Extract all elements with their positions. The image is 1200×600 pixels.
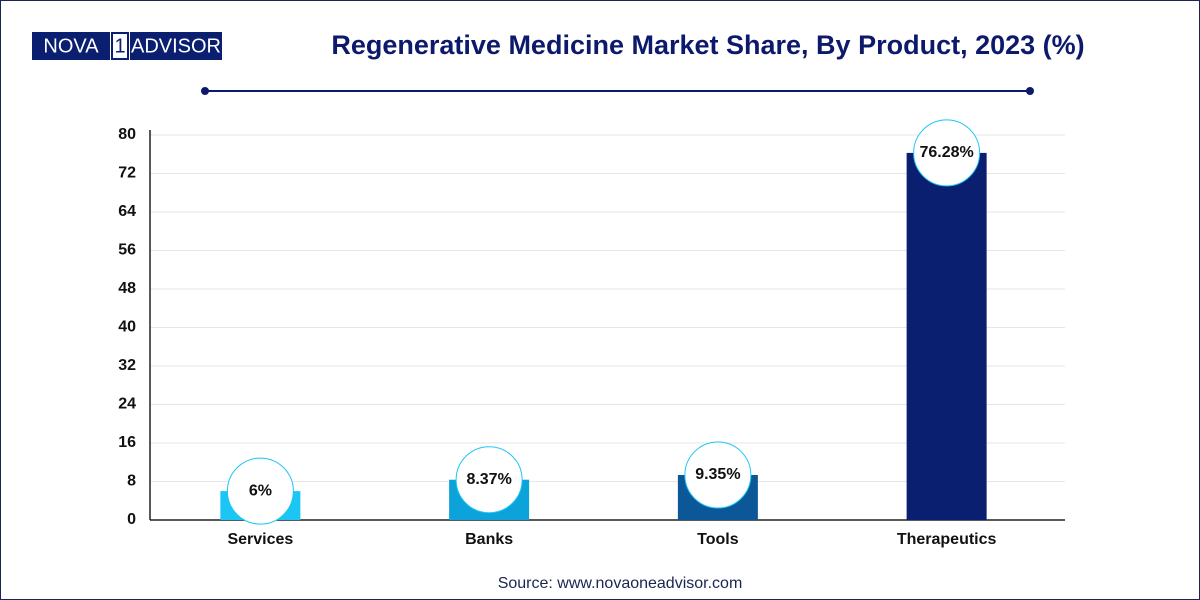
label-bubble <box>226 457 294 525</box>
chart-title: Regenerative Medicine Market Share, By P… <box>331 30 1084 60</box>
logo-mark: 1 <box>114 35 125 57</box>
y-tick-label: 0 <box>127 511 136 528</box>
logo-left: NOVA <box>43 35 99 57</box>
y-tick-label: 24 <box>118 396 136 413</box>
y-tick-label: 32 <box>118 357 136 374</box>
rule-dot <box>201 87 209 95</box>
data-label: 6% <box>249 482 272 499</box>
label-bubble <box>455 446 523 514</box>
y-tick-label: 56 <box>118 242 136 259</box>
logo-right: ADVISOR <box>131 35 221 57</box>
bar <box>906 152 987 520</box>
y-tick-label: 80 <box>118 126 136 143</box>
x-tick-label: Services <box>227 531 293 548</box>
y-tick-label: 8 <box>127 473 136 490</box>
x-tick-label: Banks <box>465 531 513 548</box>
y-tick-label: 48 <box>118 280 136 297</box>
x-tick-label: Tools <box>697 531 739 548</box>
source: Source: www.novaoneadvisor.com <box>498 575 743 592</box>
data-label: 8.37% <box>466 471 511 488</box>
y-tick-label: 16 <box>118 434 136 451</box>
y-tick-label: 40 <box>118 319 136 336</box>
data-label: 9.35% <box>695 466 740 483</box>
logo-box <box>130 32 222 60</box>
y-tick-label: 64 <box>118 203 136 220</box>
label-bubble <box>913 119 981 187</box>
logo-box <box>32 32 110 60</box>
data-label: 76.28% <box>919 144 973 161</box>
y-tick-label: 72 <box>118 165 136 182</box>
rule-dot <box>1026 87 1034 95</box>
logo-mark-box <box>111 32 129 60</box>
x-tick-label: Therapeutics <box>897 531 997 548</box>
label-bubble <box>684 441 752 509</box>
